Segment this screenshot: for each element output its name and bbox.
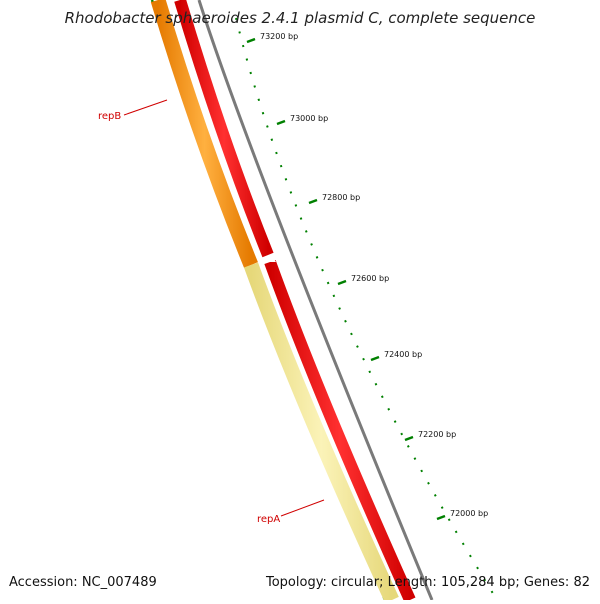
ruler-tick [404,435,414,442]
sequence-backbone [197,0,434,601]
ruler-tick [308,198,318,205]
repb-label-leader [123,99,168,116]
ruler-ticks: 73200 bp 73000 bp 72800 bp 72600 bp 72400 bp… [246,32,488,521]
ruler-tick-label: 72000 bp [450,509,488,518]
ruler-tick [246,37,256,44]
map-title: Rhodobacter sphaeroides 2.4.1 plasmid C,… [64,9,536,27]
cds-boundary-notch [262,256,276,262]
gene-repa-arc [243,262,399,604]
ruler-tick [276,119,286,126]
ruler-tick-label: 72200 bp [418,430,456,439]
accession-text: Accession: NC_007489 [9,575,157,590]
ruler-tick-label: 73000 bp [290,114,328,123]
forward-cds-arc-1 [174,0,274,258]
repa-label-leader [280,499,325,517]
ruler-tick-label: 73200 bp [260,32,298,41]
ruler-tick [370,355,380,362]
topology-summary: Topology: circular; Length: 105,284 bp; … [265,575,590,590]
repb-label: repB [98,111,121,122]
ruler-tick-label: 72400 bp [384,350,422,359]
ruler-tick-label: 72600 bp [351,274,389,283]
gene-repb-arc [150,0,258,268]
ruler-tick [436,514,446,521]
forward-cds-arc-2 [264,259,416,603]
ruler-tick-label: 72800 bp [322,193,360,202]
ruler-tick [337,279,347,286]
repa-label: repA [257,514,280,525]
